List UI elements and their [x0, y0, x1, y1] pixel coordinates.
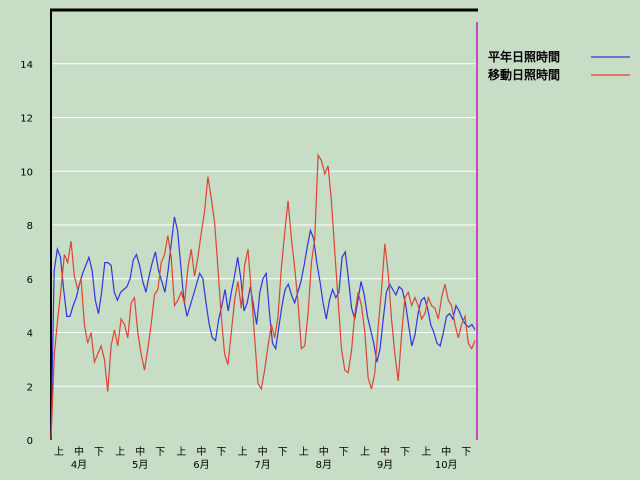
- x-sub-tick-label: 下: [278, 447, 288, 458]
- x-sub-tick-label: 中: [135, 445, 145, 458]
- x-sub-tick-label: 中: [319, 445, 329, 458]
- y-tick-label: 14: [20, 60, 33, 71]
- y-tick-label: 2: [27, 382, 33, 393]
- x-month-label: 5月: [132, 459, 148, 471]
- legend-label: 移動日照時間: [488, 67, 560, 82]
- x-sub-tick-label: 中: [258, 445, 268, 458]
- series-line: [50, 216, 476, 441]
- y-tick-label: 6: [27, 275, 33, 286]
- x-sub-tick-label: 上: [54, 446, 64, 458]
- x-sub-tick-label: 下: [400, 447, 410, 458]
- x-month-label: 6月: [193, 459, 209, 471]
- x-sub-tick-label: 中: [196, 445, 206, 458]
- series-line: [50, 153, 476, 441]
- y-tick-label: 10: [20, 167, 33, 178]
- x-sub-tick-label: 上: [115, 446, 125, 458]
- x-sub-tick-label: 下: [94, 447, 104, 458]
- y-tick-label: 8: [27, 221, 33, 232]
- x-sub-tick-label: 上: [176, 446, 186, 458]
- y-tick-label: 12: [20, 114, 33, 125]
- x-month-label: 4月: [71, 459, 87, 471]
- x-sub-tick-label: 中: [441, 445, 451, 458]
- x-sub-tick-label: 下: [339, 447, 349, 458]
- x-month-label: 8月: [316, 459, 332, 471]
- x-month-label: 9月: [377, 459, 393, 471]
- x-sub-tick-label: 下: [461, 447, 471, 458]
- x-month-label: 10月: [435, 459, 458, 471]
- x-sub-tick-label: 上: [360, 446, 370, 458]
- legend-label: 平年日照時間: [488, 49, 560, 64]
- x-sub-tick-label: 上: [238, 446, 248, 458]
- x-month-label: 7月: [254, 459, 270, 471]
- x-sub-tick-label: 下: [155, 447, 165, 458]
- x-sub-tick-label: 上: [299, 446, 309, 458]
- x-sub-tick-label: 下: [216, 447, 226, 458]
- x-sub-tick-label: 上: [421, 446, 431, 458]
- x-sub-tick-label: 中: [74, 445, 84, 458]
- y-tick-label: 0: [27, 436, 33, 447]
- y-tick-label: 4: [27, 329, 33, 340]
- x-sub-tick-label: 中: [380, 445, 390, 458]
